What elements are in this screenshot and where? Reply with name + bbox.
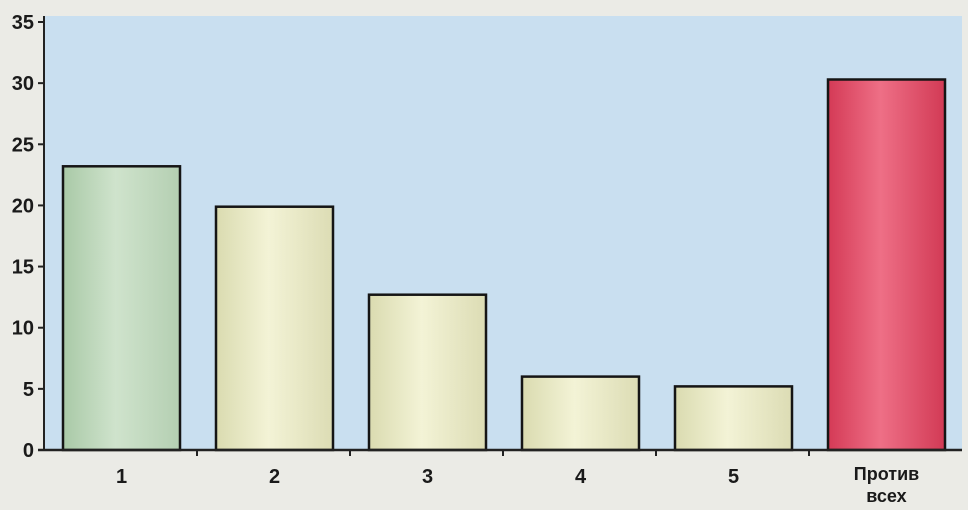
x-tick-label: 5: [728, 466, 739, 488]
x-tick-label: 1: [116, 466, 127, 488]
bar-2: [214, 205, 335, 452]
y-tick-label: 0: [23, 440, 34, 462]
x-tick-label: 3: [422, 466, 433, 488]
y-tick-label: 20: [12, 195, 34, 217]
x-axis: 1 2 3 4 5 Против всех: [38, 448, 962, 506]
y-tick-label: 10: [12, 318, 34, 340]
y-tick-label: 15: [12, 257, 34, 279]
bar-1: [61, 165, 182, 452]
x-tick-label: Против всех: [854, 464, 919, 506]
bar-5: [673, 385, 794, 452]
bar-4: [520, 375, 641, 452]
bar-3: [367, 293, 488, 452]
y-tick-label: 5: [23, 379, 34, 401]
x-tick-label: 2: [269, 466, 280, 488]
bars-group: [61, 78, 947, 452]
y-tick-label: 35: [12, 12, 34, 34]
y-tick-label: 25: [12, 134, 34, 156]
y-tick-label: 30: [12, 73, 34, 95]
y-axis: 0 5 10 15 20 25 30 35: [12, 12, 45, 462]
bar-6: [826, 78, 947, 452]
plot-area: [44, 16, 962, 450]
x-tick-label: 4: [575, 466, 587, 488]
